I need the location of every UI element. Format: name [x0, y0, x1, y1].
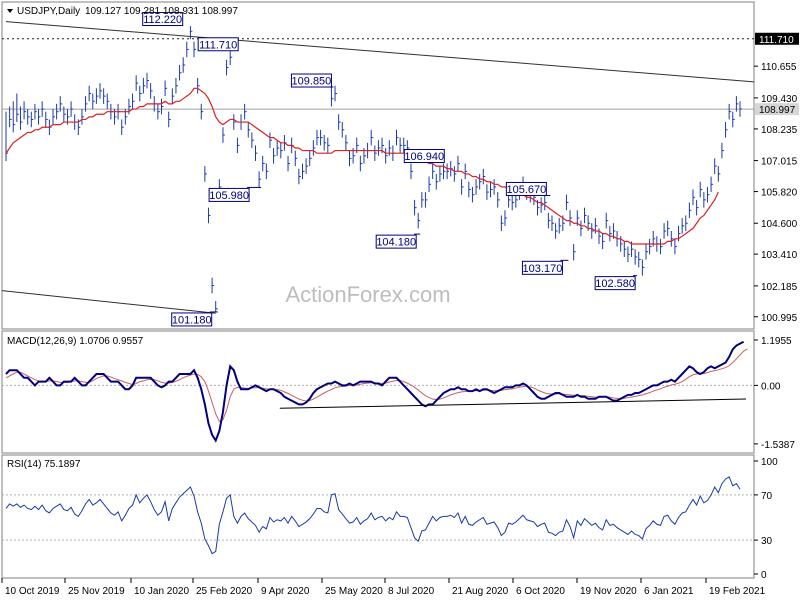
rsi-y-axis: 100 70 30 0: [754, 457, 778, 581]
rsi-panel-border: [1, 454, 755, 579]
level-price-label-bg: [755, 32, 799, 45]
macd-line: [5, 340, 745, 443]
annotation-105-980: 105.980: [208, 186, 262, 202]
annotation-label: 111.710: [199, 39, 237, 51]
annotation-box: [208, 187, 250, 202]
current-price-label: 108.997: [759, 105, 796, 116]
annotation-label: 101.180: [172, 314, 212, 326]
price-y-tick-label: 104.600: [761, 219, 798, 230]
rsi-y-tick-label: 100: [761, 457, 778, 468]
annotation-105-670: 105.670: [505, 181, 551, 196]
macd-y-axis: 1.1955 0.00 -1.5387: [754, 336, 795, 451]
annotation-box: [505, 181, 547, 196]
macd-drawing-layer: [2, 340, 754, 443]
x-tick-label: 25 May 2020: [325, 586, 383, 597]
price-y-tick-label: 107.015: [761, 157, 798, 168]
x-tick-label: 10 Jan 2020: [134, 586, 189, 597]
price-y-tick-label: 105.820: [761, 188, 798, 199]
x-tick-label: 10 Oct 2019: [5, 586, 60, 597]
price-y-axis: 110.655 109.430 108.235 107.015 105.820 104.6…: [754, 32, 799, 324]
rsi-title: RSI(14) 75.1897: [7, 459, 81, 470]
annotation-label: 112.220: [143, 14, 182, 26]
rsi-y-tick-label: 0: [761, 570, 767, 581]
annotation-101-180: 101.180: [171, 311, 218, 327]
price-header: USDJPY,Daily 109.127 109.281 108.931 108…: [7, 6, 238, 17]
current-price-label-bg: [755, 103, 799, 116]
annotation-112-220: 112.220: [142, 12, 184, 27]
annotation-label: 104.180: [376, 237, 416, 249]
price-panel-border: [1, 1, 755, 330]
x-tick-label: 9 Apr 2020: [261, 586, 310, 597]
price-y-tick-label: 103.410: [761, 250, 798, 261]
macd-y-tick-label: -1.5387: [761, 440, 795, 451]
rsi-drawing-layer: [2, 476, 754, 555]
level-price-label: 111.710: [759, 35, 794, 46]
annotation-106-940: 106.940: [403, 149, 445, 164]
x-tick-label: 19 Nov 2020: [580, 586, 637, 597]
price-y-tick-label: 109.430: [761, 94, 798, 105]
x-tick-label: 6 Jan 2021: [644, 586, 694, 597]
annotation-102-580: 102.580: [594, 275, 638, 291]
moving-average-line: [5, 87, 719, 245]
price-ohlc: 109.127 109.281 108.931 108.997: [85, 6, 238, 17]
annotation-label: 109.850: [292, 76, 332, 88]
macd-panel-border: [1, 330, 755, 454]
annotation-box: [403, 149, 445, 164]
rsi-y-tick-label: 70: [761, 491, 773, 502]
annotation-label: 102.580: [595, 278, 635, 290]
x-tick-label: 25 Feb 2020: [196, 586, 253, 597]
price-title: USDJPY,Daily: [17, 6, 80, 17]
price-y-tick-label: 110.655: [761, 62, 797, 73]
annotation-box: [171, 312, 213, 327]
date-x-axis: 10 Oct 2019 25 Nov 2019 10 Jan 2020 25 Feb …: [1, 578, 766, 597]
rsi-line: [5, 476, 741, 555]
price-y-tick-label: 100.995: [761, 313, 798, 324]
annotation-box: [290, 73, 332, 88]
channel-lower-line: [1, 290, 216, 314]
annotation-box: [594, 276, 636, 291]
annotation-box: [375, 234, 417, 249]
macd-y-tick-label: 1.1955: [761, 336, 792, 347]
annotation-box: [197, 37, 239, 52]
macd-title: MACD(12,26,9) 1.0706 0.9557: [7, 336, 144, 347]
annotation-label: 105.980: [209, 190, 249, 202]
x-tick-label: 6 Oct 2020: [516, 586, 565, 597]
annotation-label: 105.670: [506, 184, 546, 196]
price-drawing-layer: [1, 21, 755, 314]
annotation-label: 106.940: [404, 151, 444, 163]
macd-y-tick-label: 0.00: [761, 381, 781, 392]
channel-upper-line: [5, 21, 755, 83]
x-tick-label: 8 Jul 2020: [388, 586, 435, 597]
annotation-104-180: 104.180: [375, 233, 421, 249]
macd-trendline: [279, 398, 747, 409]
price-annotations: 112.220 111.710 109.850 105.980 101.180 104.1…: [142, 12, 638, 327]
annotation-box: [142, 12, 184, 27]
watermark: ActionForex.com: [285, 282, 450, 307]
annotation-box: [521, 260, 563, 275]
annotation-111-710: 111.710: [197, 37, 239, 52]
moving-average-layer: [5, 87, 719, 245]
rsi-y-tick-label: 30: [761, 536, 773, 547]
x-tick-label: 25 Nov 2019: [68, 586, 125, 597]
annotation-109-850: 109.850: [290, 73, 334, 88]
x-tick-label: 19 Feb 2021: [709, 586, 766, 597]
price-y-tick-label: 108.235: [761, 125, 798, 136]
price-y-tick-label: 102.185: [761, 282, 798, 293]
annotation-label: 103.170: [523, 263, 563, 275]
dropdown-triangle-icon: [7, 9, 13, 13]
annotation-103-170: 103.170: [521, 259, 569, 275]
x-tick-label: 21 Aug 2020: [452, 586, 509, 597]
